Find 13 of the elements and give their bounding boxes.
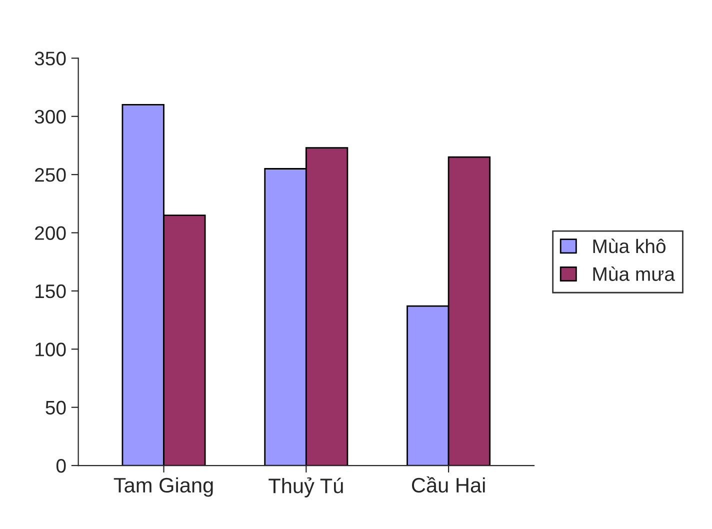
y-tick-label: 300 <box>34 110 66 124</box>
y-tick-label: 200 <box>35 226 66 240</box>
y-tick-label: 0 <box>56 458 66 473</box>
y-tick-label: 250 <box>35 168 66 182</box>
y-tick-label: 350 <box>34 52 66 66</box>
legend-label: Mùa mưa <box>593 266 675 281</box>
x-tick-label: Thuỷ Tú <box>268 477 343 498</box>
x-tick-label: Tam Giang <box>114 477 213 497</box>
legend-label: Mùa khô <box>593 238 666 254</box>
y-tick-label: 100 <box>36 342 66 356</box>
y-tick-label: 50 <box>46 400 66 415</box>
x-tick-label: Cầu Hai <box>412 476 485 493</box>
y-tick-label: 150 <box>36 284 66 298</box>
